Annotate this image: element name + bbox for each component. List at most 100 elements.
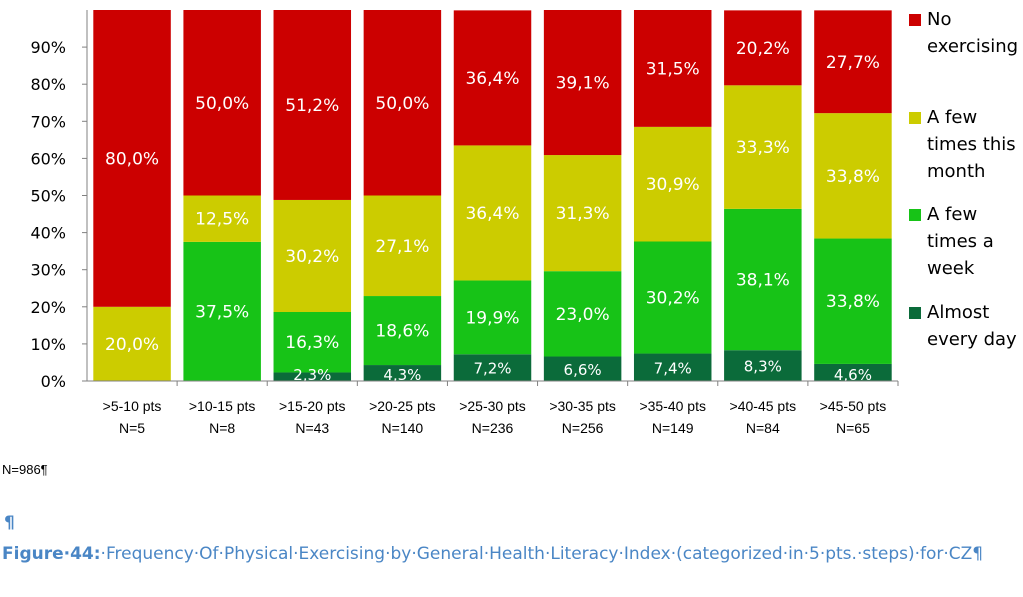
- x-tick-label: >25-30 pts: [459, 398, 526, 414]
- data-label: 18,6%: [375, 322, 429, 342]
- data-label: 36,4%: [465, 69, 519, 89]
- bar-segment: [633, 10, 712, 127]
- data-label: 4,6%: [834, 366, 872, 384]
- data-label: 36,4%: [465, 204, 519, 224]
- bar-segment: [543, 356, 622, 381]
- bar-segment: [633, 353, 712, 381]
- bar-segment: [453, 145, 532, 281]
- x-tick-label: >15-20 pts: [279, 398, 346, 414]
- x-sample-size-label: N=43: [295, 420, 329, 436]
- sample-size-note: N=986¶: [2, 462, 48, 477]
- bar-segment: [724, 85, 802, 209]
- bar-segment: [183, 241, 261, 381]
- x-sample-size-label: N=84: [746, 420, 780, 436]
- bar-segment: [814, 10, 892, 114]
- x-sample-size-label: N=256: [562, 420, 604, 436]
- data-label: 20,2%: [736, 39, 790, 59]
- bar-segment: [93, 306, 171, 381]
- y-tick-label: 80%: [30, 75, 66, 94]
- bar-segment: [453, 354, 532, 381]
- data-label: 27,7%: [826, 53, 880, 73]
- x-sample-size-label: N=236: [472, 420, 514, 436]
- legend-swatch: [909, 14, 921, 26]
- bar-segment: [273, 311, 352, 373]
- data-label: 31,5%: [646, 59, 700, 79]
- y-tick-label: 40%: [30, 224, 66, 243]
- data-label: 50,0%: [375, 94, 429, 114]
- data-label: 39,1%: [556, 74, 610, 94]
- data-label: 2,3%: [293, 366, 331, 384]
- data-label: 38,1%: [736, 271, 790, 291]
- y-tick-label: 70%: [30, 112, 66, 131]
- legend-label: times this: [927, 134, 1016, 155]
- x-axis: >5-10 pts N=5 >10-15 pts N=8 >15-20 pts N=43 >…: [87, 380, 899, 436]
- x-tick-label: >45-50 pts: [820, 398, 887, 414]
- legend-label: No: [927, 9, 951, 30]
- bar-segment: [724, 10, 802, 86]
- y-tick-label: 20%: [30, 298, 66, 317]
- bar-segment: [363, 195, 442, 297]
- legend-label: A few: [927, 107, 977, 128]
- legend-label: exercising: [927, 36, 1018, 57]
- x-sample-size-label: N=140: [382, 420, 424, 436]
- y-axis: 0% 10% 20% 30% 40% 50% 60% 70% 80% 90%: [30, 10, 88, 391]
- bar-segment: [273, 199, 352, 312]
- data-label: 12,5%: [195, 210, 249, 230]
- bar-segment: [363, 365, 442, 381]
- bar-segment: [363, 10, 442, 196]
- bar-segment: [183, 10, 261, 196]
- legend-label: week: [927, 258, 975, 279]
- data-label: 16,3%: [285, 333, 339, 353]
- bar-segment: [363, 296, 442, 366]
- bar-segment: [814, 113, 892, 239]
- bars: [93, 10, 892, 381]
- legend-swatch: [909, 209, 921, 221]
- y-tick-label: 90%: [30, 38, 66, 57]
- x-tick-label: >20-25 pts: [369, 398, 436, 414]
- data-label: 30,2%: [646, 289, 700, 309]
- figure-caption: Figure·44:·Frequency·Of·Physical·Exercis…: [2, 540, 1020, 569]
- legend: No exercising A few times this month A few tim…: [909, 9, 1018, 350]
- data-label: 30,9%: [646, 175, 700, 195]
- x-tick-label: >10-15 pts: [189, 398, 256, 414]
- data-label: 20,0%: [105, 335, 159, 355]
- y-tick-label: 60%: [30, 149, 66, 168]
- y-tick-label: 10%: [30, 335, 66, 354]
- data-label: 80,0%: [105, 149, 159, 169]
- y-tick-label: 30%: [30, 261, 66, 280]
- x-sample-size-label: N=149: [652, 420, 694, 436]
- bar-segment: [814, 363, 892, 381]
- data-label: 27,1%: [375, 237, 429, 257]
- bar-segment: [93, 10, 171, 307]
- bar-segment: [633, 241, 712, 354]
- x-sample-size-label: N=5: [119, 420, 145, 436]
- bar-segment: [543, 155, 622, 272]
- bar-segment: [543, 271, 622, 357]
- legend-label: A few: [927, 204, 977, 225]
- data-label: 8,3%: [744, 358, 782, 376]
- bar-labels: 20,0% 80,0% 37,5% 12,5% 50,0% 2,3% 16,3% 30,2% 5…: [105, 39, 880, 384]
- data-label: 6,6%: [564, 361, 602, 379]
- x-tick-label: >35-40 pts: [639, 398, 706, 414]
- data-label: 30,2%: [285, 247, 339, 267]
- legend-swatch: [909, 112, 921, 124]
- bar-segment: [273, 372, 352, 381]
- data-label: 4,3%: [383, 366, 421, 384]
- x-tick-label: >30-35 pts: [549, 398, 616, 414]
- stacked-bar-chart: 0% 10% 20% 30% 40% 50% 60% 70% 80% 90% 20,0% 80,0%…: [30, 9, 1018, 436]
- x-tick-label: >40-45 pts: [730, 398, 797, 414]
- bar-segment: [633, 126, 712, 242]
- bar-segment: [183, 195, 261, 242]
- data-label: 31,3%: [556, 204, 610, 224]
- data-label: 33,8%: [826, 167, 880, 187]
- bar-segment: [724, 208, 802, 351]
- bar-segment: [453, 10, 532, 146]
- bar-segment: [543, 10, 622, 156]
- data-label: 37,5%: [195, 302, 249, 322]
- data-label: 7,4%: [654, 359, 692, 377]
- data-label: 33,3%: [736, 138, 790, 158]
- legend-label: times a: [927, 231, 994, 252]
- data-label: 7,2%: [473, 360, 511, 378]
- data-label: 33,8%: [826, 292, 880, 312]
- bar-segment: [453, 280, 532, 355]
